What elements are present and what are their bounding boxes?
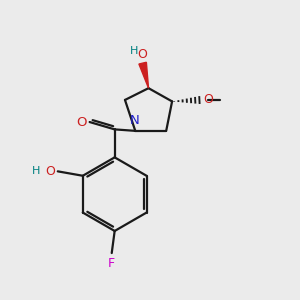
Text: O: O: [76, 116, 87, 128]
Text: O: O: [138, 48, 148, 61]
Text: N: N: [130, 114, 140, 127]
Text: O: O: [46, 165, 56, 178]
Text: H: H: [32, 166, 41, 176]
Text: F: F: [108, 257, 115, 270]
Text: H: H: [130, 46, 139, 56]
Polygon shape: [139, 62, 148, 88]
Text: O: O: [203, 93, 213, 106]
